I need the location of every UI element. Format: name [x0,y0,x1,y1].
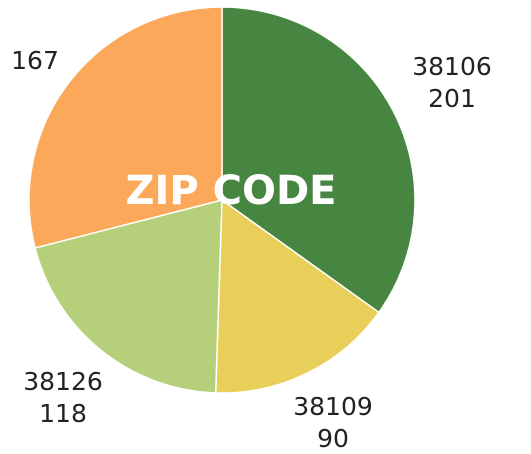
pie-slice [28,6,223,249]
value-label: 201 [428,84,476,113]
pie-slice [34,199,223,394]
category-label: 38109 [293,392,373,421]
pie-slice [221,6,416,314]
category-label: 38126 [23,367,103,396]
pie-slice [214,198,380,394]
labels: 38106 201 38109 90 38126 118 167 [11,46,492,453]
chart-title: ZIP CODE [125,168,336,214]
pie [28,6,416,394]
value-label: 118 [39,399,87,428]
value-label: 90 [317,424,349,453]
value-label: 167 [11,46,59,75]
category-label: 38106 [412,52,492,81]
